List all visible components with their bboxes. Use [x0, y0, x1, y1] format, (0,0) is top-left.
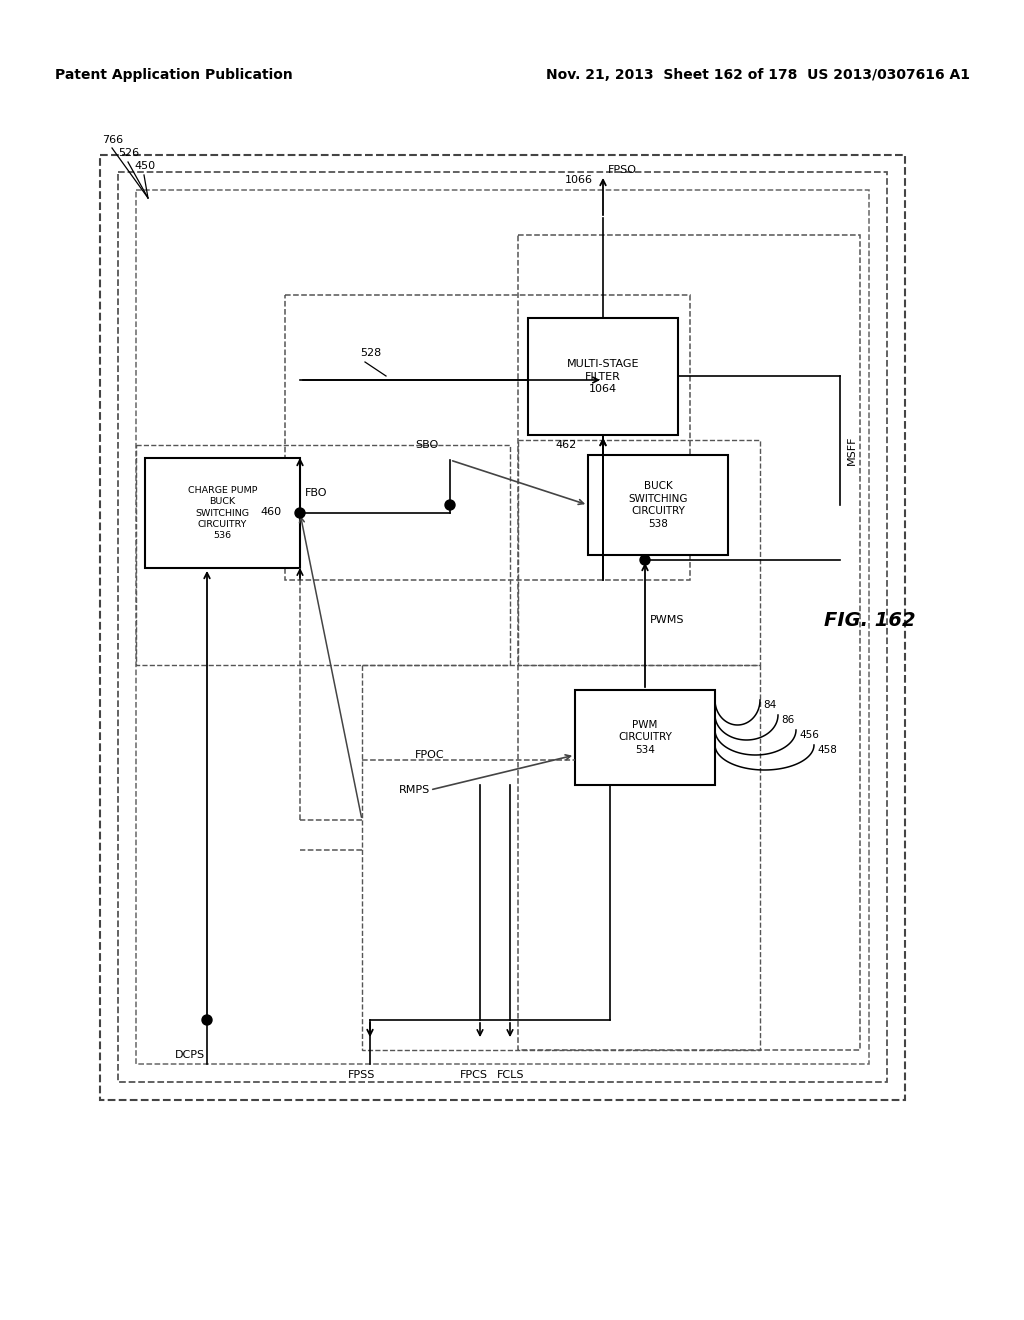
Text: 526: 526 — [118, 148, 139, 158]
Bar — [588, 455, 728, 554]
Text: DCPS: DCPS — [175, 1049, 205, 1060]
Bar — [136, 190, 869, 1064]
Text: CHARGE PUMP
BUCK
SWITCHING
CIRCUITRY
536: CHARGE PUMP BUCK SWITCHING CIRCUITRY 536 — [187, 486, 257, 540]
Circle shape — [640, 554, 650, 565]
Bar — [285, 294, 690, 579]
Text: FPOC: FPOC — [415, 750, 444, 760]
Bar — [100, 154, 905, 1100]
Text: PWM
CIRCUITRY
534: PWM CIRCUITRY 534 — [618, 721, 672, 755]
Text: FCLS: FCLS — [497, 1071, 524, 1080]
Bar — [362, 665, 760, 1049]
Bar — [118, 172, 887, 1082]
Text: FBO: FBO — [305, 488, 328, 498]
Text: 462: 462 — [555, 440, 577, 450]
Text: FIG. 162: FIG. 162 — [824, 610, 915, 630]
Text: 450: 450 — [134, 161, 155, 172]
Bar — [136, 445, 510, 665]
Text: 458: 458 — [817, 744, 837, 755]
Circle shape — [202, 1015, 212, 1026]
Bar — [518, 235, 860, 1049]
Circle shape — [445, 500, 455, 510]
Text: 766: 766 — [102, 135, 123, 145]
Text: Nov. 21, 2013  Sheet 162 of 178  US 2013/0307616 A1: Nov. 21, 2013 Sheet 162 of 178 US 2013/0… — [546, 69, 970, 82]
Text: 460: 460 — [260, 507, 282, 517]
Text: FPCS: FPCS — [460, 1071, 488, 1080]
Text: 86: 86 — [781, 715, 795, 725]
Text: BUCK
SWITCHING
CIRCUITRY
538: BUCK SWITCHING CIRCUITRY 538 — [629, 482, 688, 528]
Text: 84: 84 — [763, 700, 776, 710]
Bar — [575, 690, 715, 785]
Circle shape — [295, 508, 305, 517]
Text: 1066: 1066 — [565, 176, 593, 185]
Text: MSFF: MSFF — [847, 436, 857, 465]
Bar — [528, 318, 678, 436]
Bar — [518, 440, 760, 665]
Text: RMPS: RMPS — [398, 785, 430, 795]
Text: MULTI-STAGE
FILTER
1064: MULTI-STAGE FILTER 1064 — [566, 359, 639, 393]
Text: PWMS: PWMS — [650, 615, 684, 624]
Text: 528: 528 — [360, 348, 381, 358]
Text: 456: 456 — [799, 730, 819, 741]
Text: FPSS: FPSS — [348, 1071, 376, 1080]
Text: SBO: SBO — [415, 440, 438, 450]
Bar — [145, 458, 300, 568]
Text: Patent Application Publication: Patent Application Publication — [55, 69, 293, 82]
Text: FPSO: FPSO — [608, 165, 637, 176]
